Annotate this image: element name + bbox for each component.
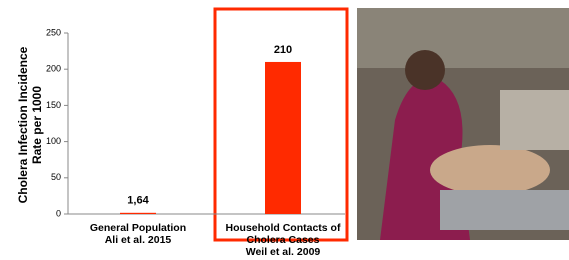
y-tick-label: 0 (56, 208, 61, 218)
photo (357, 8, 569, 240)
y-tick-label: 200 (46, 64, 61, 74)
bar (120, 213, 156, 214)
photo-wall (357, 8, 569, 68)
y-tick-label: 50 (51, 172, 61, 182)
y-tick-label: 250 (46, 27, 61, 37)
y-tick-label: 150 (46, 100, 61, 110)
bar (265, 62, 301, 214)
y-axis-title: Cholera Infection Incidence Rate per 100… (16, 15, 44, 235)
x-tick-label: Household Contacts of Cholera Cases Weil… (213, 222, 353, 258)
chart: 0 50 100 150 200 250 1,64 210 (0, 0, 569, 260)
value-label: 210 (274, 44, 292, 56)
photo-head (405, 50, 445, 90)
y-tick-label: 100 (46, 136, 61, 146)
x-tick-label: General Population Ali et al. 2015 (68, 222, 208, 246)
slide: 0 50 100 150 200 250 1,64 210 Cholera Infection… (0, 0, 569, 260)
value-label: 1,64 (127, 195, 149, 207)
photo-bed (500, 90, 569, 150)
photo-cot (440, 190, 569, 230)
photo-child (430, 145, 550, 195)
